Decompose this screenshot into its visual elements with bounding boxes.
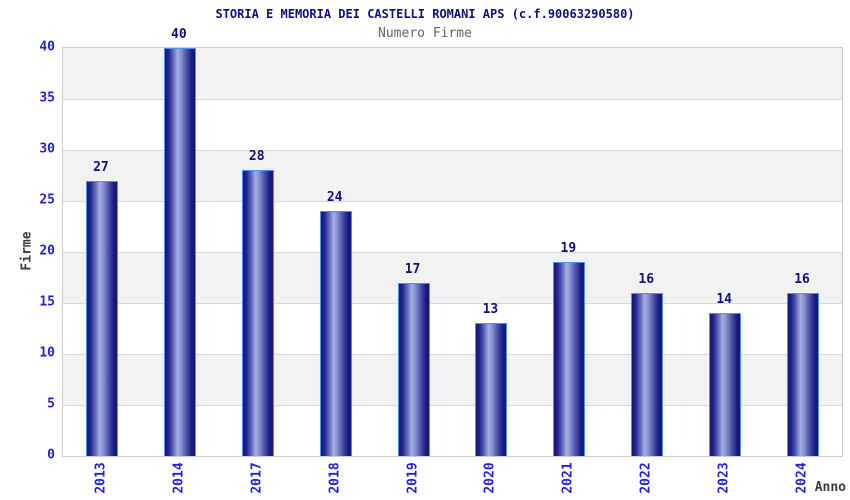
bar-value-label: 19 [560,241,577,257]
gridline [63,303,842,304]
chart-subtitle: Numero Firme [378,26,472,41]
y-tick-label: 10 [39,345,55,361]
bar-2014 [163,48,196,456]
gridline [63,99,842,100]
bar-2020 [475,323,508,456]
bar-value-label: 27 [93,159,109,175]
bar-value-label: 16 [638,271,655,287]
bar-2024 [787,292,820,456]
gridline [63,201,842,202]
bar-value-label: 28 [248,149,265,165]
bar-2019 [397,282,430,456]
x-tick-label-2020: 2020 [482,462,498,494]
bar-value-label: 24 [326,190,343,206]
x-tick-label-2021: 2021 [560,462,576,494]
plot-area [62,47,843,457]
bar-2018 [319,211,352,456]
bar-value-label: 17 [404,261,421,277]
y-tick-label: 35 [39,90,55,106]
x-tick-label-2013: 2013 [93,462,109,494]
gridline [63,354,842,355]
gridline [63,405,842,406]
bar-2013 [85,180,118,456]
bar-value-label: 40 [171,27,187,42]
gridline [63,252,842,253]
x-tick-label-2014: 2014 [171,462,187,494]
bar-2017 [241,170,274,456]
bar-value-label: 16 [794,271,810,287]
bar-2023 [709,313,742,456]
bar-value-label: 13 [482,302,499,318]
bar-2022 [631,292,664,456]
chart-title: STORIA E MEMORIA DEI CASTELLI ROMANI APS… [215,7,635,21]
y-tick-label: 5 [47,396,55,412]
x-tick-label-2017: 2017 [249,462,265,494]
y-tick-label: 0 [47,447,55,463]
x-axis-title: Anno [814,480,846,495]
y-tick-label: 20 [39,243,55,259]
y-tick-label: 25 [39,192,55,208]
bar-value-label: 14 [716,292,732,308]
gridline [63,150,842,151]
y-tick-label: 40 [39,39,55,55]
x-tick-label-2022: 2022 [638,462,654,494]
y-tick-label: 15 [39,294,55,310]
x-tick-label-2019: 2019 [405,462,421,494]
x-tick-label-2023: 2023 [716,462,732,494]
bar-2021 [553,262,586,456]
y-tick-label: 30 [39,141,55,157]
x-tick-label-2018: 2018 [327,462,343,494]
x-tick-label-2024: 2024 [794,462,810,494]
